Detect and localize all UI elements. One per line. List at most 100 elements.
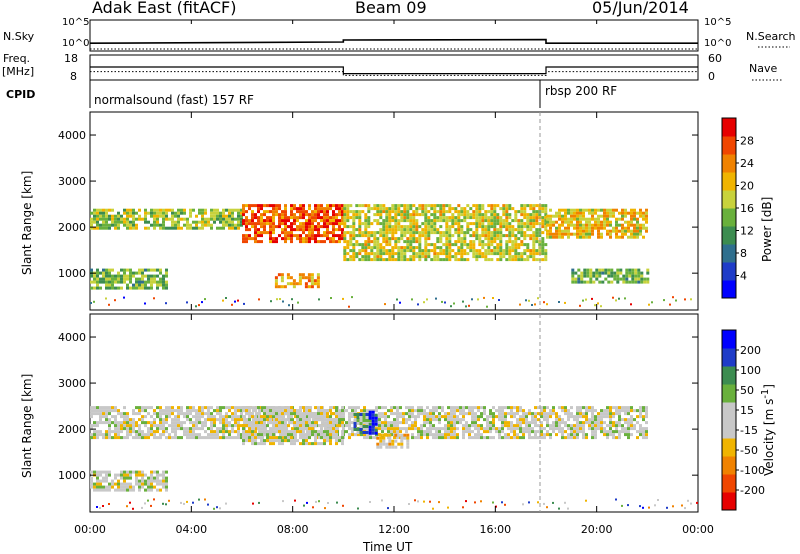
power-cell-r4: [520, 213, 524, 217]
velocity-cell-r0: [465, 427, 468, 431]
velocity-cell-r0: [540, 424, 543, 428]
power-cell-r1: [266, 219, 269, 223]
power-cell-r0: [174, 223, 177, 227]
power-cell-r5: [558, 226, 561, 230]
power-cell-r4: [430, 219, 434, 223]
velocity-cell-r0: [432, 406, 435, 410]
velocity-cell-r0: [561, 436, 564, 440]
power-cell-r4: [460, 213, 464, 217]
power-cell-r1: [335, 213, 338, 217]
velocity-colorbar-frame: [721, 329, 737, 511]
power-cell-r1: [338, 228, 341, 232]
power-cell-r4: [427, 219, 431, 223]
velocity-cell-r0: [576, 409, 579, 413]
velocity-cell-r0: [390, 430, 393, 434]
velocity-cell-r0: [534, 421, 537, 425]
power-cell-r1: [311, 216, 314, 220]
power-cell-r5: [609, 232, 612, 236]
velocity-cell-r0: [468, 412, 471, 416]
velocity-cell-r0: [384, 427, 387, 431]
power-cell-r5: [594, 220, 597, 224]
power-cell-r4: [544, 210, 548, 214]
velocity-scatter: [198, 498, 200, 501]
power-cell-r6: [598, 274, 602, 278]
velocity-cell-r0: [429, 421, 432, 425]
power-cell-r5: [558, 211, 561, 215]
power-cell-r4: [490, 213, 494, 217]
power-cell-r3: [102, 274, 105, 278]
power-cell-r1: [260, 204, 263, 208]
power-cell-r4: [460, 210, 464, 214]
power-cell-r5: [591, 214, 594, 218]
power-cell-r2: [316, 282, 320, 286]
power-cell-r4: [538, 207, 542, 211]
power-cell-r1: [317, 225, 320, 229]
velocity-cell-r1: [287, 433, 290, 437]
nsky-panel-frame: [89, 19, 699, 52]
power-cell-r4: [385, 213, 389, 217]
power-cell-r4: [388, 249, 392, 253]
power-cell-r5: [606, 229, 609, 233]
power-scatter: [441, 300, 443, 303]
power-cell-r4: [529, 204, 533, 208]
velocity-cell-r1: [314, 421, 317, 425]
power-cell-r4: [496, 219, 500, 223]
velocity-scatter: [687, 499, 689, 502]
power-cell-r4: [481, 225, 485, 229]
power-cell-r0: [192, 226, 195, 230]
power-cell-r0: [102, 208, 105, 212]
velocity-cell-r0: [396, 412, 399, 416]
power-cell-r4: [346, 252, 350, 256]
power-cell-r1: [254, 225, 257, 229]
velocity-cell-r0: [540, 421, 543, 425]
velocity-cell-r1: [299, 415, 302, 419]
power-cell-r5: [552, 232, 555, 236]
velocity-cell-r0: [213, 430, 216, 434]
velocity-scatter: [327, 502, 329, 504]
power-cell-r4: [505, 243, 509, 247]
power-cell-r4: [343, 234, 347, 238]
power-colorbar-segment: [722, 226, 736, 245]
velocity-cell-r0: [645, 430, 648, 434]
velocity-cell-r4: [374, 419, 378, 423]
velocity-cell-r1: [311, 412, 314, 416]
power-cell-r5: [546, 229, 549, 233]
velocity-cell-r0: [465, 406, 468, 410]
velocity-cell-r1: [299, 412, 302, 416]
velocity-cell-r0: [369, 436, 372, 440]
power-cell-r0: [132, 226, 135, 230]
velocity-scatter: [102, 505, 104, 507]
velocity-cell-r0: [234, 421, 237, 425]
velocity-cell-r1: [335, 430, 338, 434]
power-cell-r4: [529, 237, 533, 241]
time-axis-label: Time UT: [363, 540, 413, 554]
power-cell-r4: [493, 207, 497, 211]
power-cell-r4: [481, 219, 485, 223]
velocity-cell-r0: [153, 409, 156, 413]
velocity-cell-r0: [162, 424, 165, 428]
velocity-cell-r0: [387, 421, 390, 425]
velocity-cell-r0: [579, 424, 582, 428]
velocity-cell-r0: [408, 424, 411, 428]
velocity-cell-r0: [147, 436, 150, 440]
power-cell-r4: [520, 243, 524, 247]
power-cell-r6: [616, 277, 620, 281]
velocity-cell-r1: [263, 421, 266, 425]
power-cell-r3: [105, 277, 108, 281]
velocity-scatter: [681, 504, 683, 507]
velocity-cell-r2: [138, 485, 141, 489]
velocity-cell-r1: [290, 412, 293, 416]
power-cell-r4: [370, 231, 374, 235]
velocity-cell-r0: [273, 421, 276, 425]
power-cell-r4: [460, 231, 464, 235]
velocity-cell-r0: [309, 430, 312, 434]
power-cell-r6: [628, 271, 632, 275]
power-cell-r3: [156, 268, 159, 272]
velocity-cell-r0: [411, 424, 414, 428]
power-cell-r4: [505, 240, 509, 244]
power-cell-r4: [418, 249, 422, 253]
velocity-cell-r0: [603, 427, 606, 431]
power-cell-r5: [564, 214, 567, 218]
power-cell-r4: [454, 222, 458, 226]
velocity-cell-r0: [609, 427, 612, 431]
